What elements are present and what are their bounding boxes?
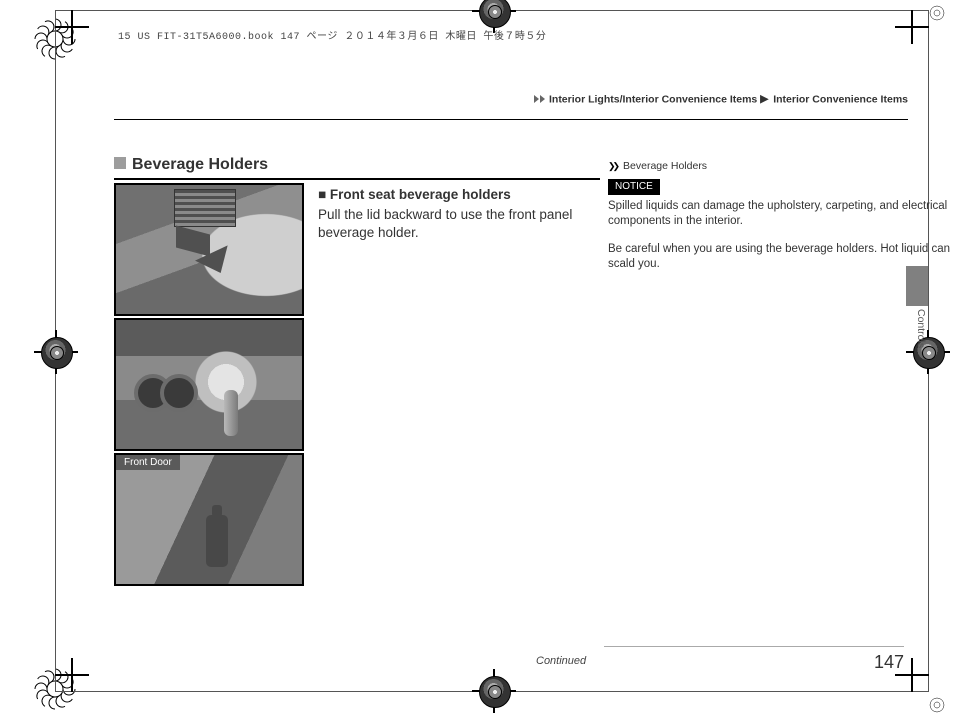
triangle-right-icon: ▶ [760, 93, 768, 105]
square-bullet-icon [114, 157, 126, 169]
running-head: 15 US FIT-31T5A6000.book 147 ページ ２０１４年３月… [118, 27, 546, 43]
crop-mark-icon [895, 10, 929, 44]
figure-dashboard [114, 183, 304, 316]
body-paragraph: Pull the lid backward to use the front p… [318, 206, 602, 242]
sheet: 15 US FIT-31T5A6000.book 147 ページ ２０１４年３月… [0, 0, 954, 718]
crop-mark-icon [55, 658, 89, 692]
figure-column: Front Door [114, 183, 378, 588]
header-rule [114, 119, 908, 120]
figure-label: Front Door [116, 455, 180, 470]
page-number: 147 [874, 652, 904, 673]
registration-mark-icon [34, 330, 78, 374]
vent-graphic-icon [174, 189, 236, 227]
footer-rule [604, 646, 904, 647]
figure-front-door: Front Door [114, 453, 304, 586]
page-frame: 15 US FIT-31T5A6000.book 147 ページ ２０１４年３月… [55, 10, 929, 692]
body-text: Front seat beverage holders Pull the lid… [318, 186, 602, 243]
continued-label: Continued [536, 655, 586, 667]
thumb-tab-label: Controls [915, 309, 927, 348]
section-rule [114, 178, 600, 180]
double-chevron-icon: ❯❯ [608, 160, 617, 172]
section-title-text: Beverage Holders [132, 156, 268, 173]
registration-mark-icon [906, 330, 950, 374]
sidebar-title-text: Beverage Holders [623, 160, 707, 172]
notice-paragraph: Spilled liquids can damage the upholster… [608, 199, 954, 230]
sidebar-title: ❯❯ Beverage Holders [608, 159, 954, 173]
print-rosette-small-icon [928, 4, 946, 22]
body-heading: Front seat beverage holders [318, 186, 602, 204]
notice-paragraph: Be careful when you are using the bevera… [608, 242, 954, 273]
breadcrumb-segment: Interior Convenience Items [773, 93, 908, 105]
triangle-right-icon [534, 95, 539, 103]
bottle-icon [206, 515, 228, 567]
thumb-tab [906, 266, 928, 306]
figure-console [114, 318, 304, 451]
triangle-right-icon [540, 95, 545, 103]
notice-badge: NOTICE [608, 179, 660, 195]
breadcrumb: Interior Lights/Interior Convenience Ite… [534, 93, 908, 106]
registration-mark-icon [472, 669, 516, 713]
crop-mark-icon [55, 10, 89, 44]
arrow-down-icon [176, 230, 210, 252]
print-rosette-small-icon [928, 696, 946, 714]
sidebar-notes: ❯❯ Beverage Holders NOTICE Spilled liqui… [608, 159, 954, 285]
section-title: Beverage Holders [114, 156, 268, 174]
breadcrumb-segment: Interior Lights/Interior Convenience Ite… [549, 93, 757, 105]
